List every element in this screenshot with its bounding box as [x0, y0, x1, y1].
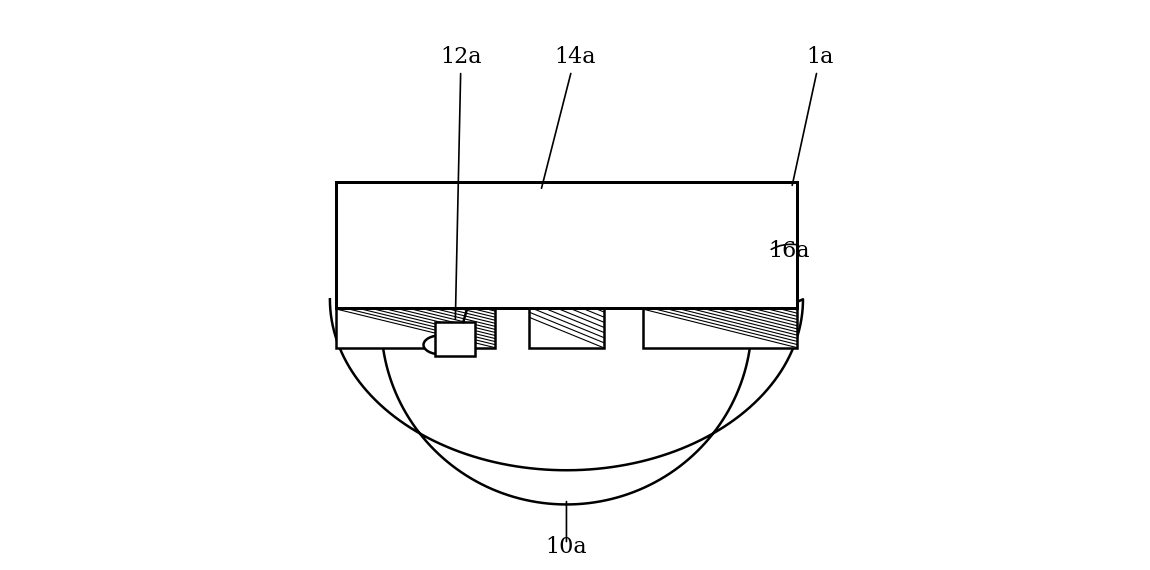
- Text: 10a: 10a: [545, 536, 588, 558]
- Text: 1a: 1a: [792, 46, 834, 185]
- Bar: [529, 296, 604, 348]
- Text: 14a: 14a: [542, 46, 596, 188]
- Bar: [436, 322, 475, 356]
- Bar: [643, 296, 797, 348]
- Bar: [336, 296, 496, 348]
- Text: 12a: 12a: [440, 46, 482, 319]
- Polygon shape: [330, 299, 803, 504]
- Ellipse shape: [423, 335, 459, 355]
- Text: 16a: 16a: [769, 240, 811, 262]
- Bar: [336, 182, 797, 308]
